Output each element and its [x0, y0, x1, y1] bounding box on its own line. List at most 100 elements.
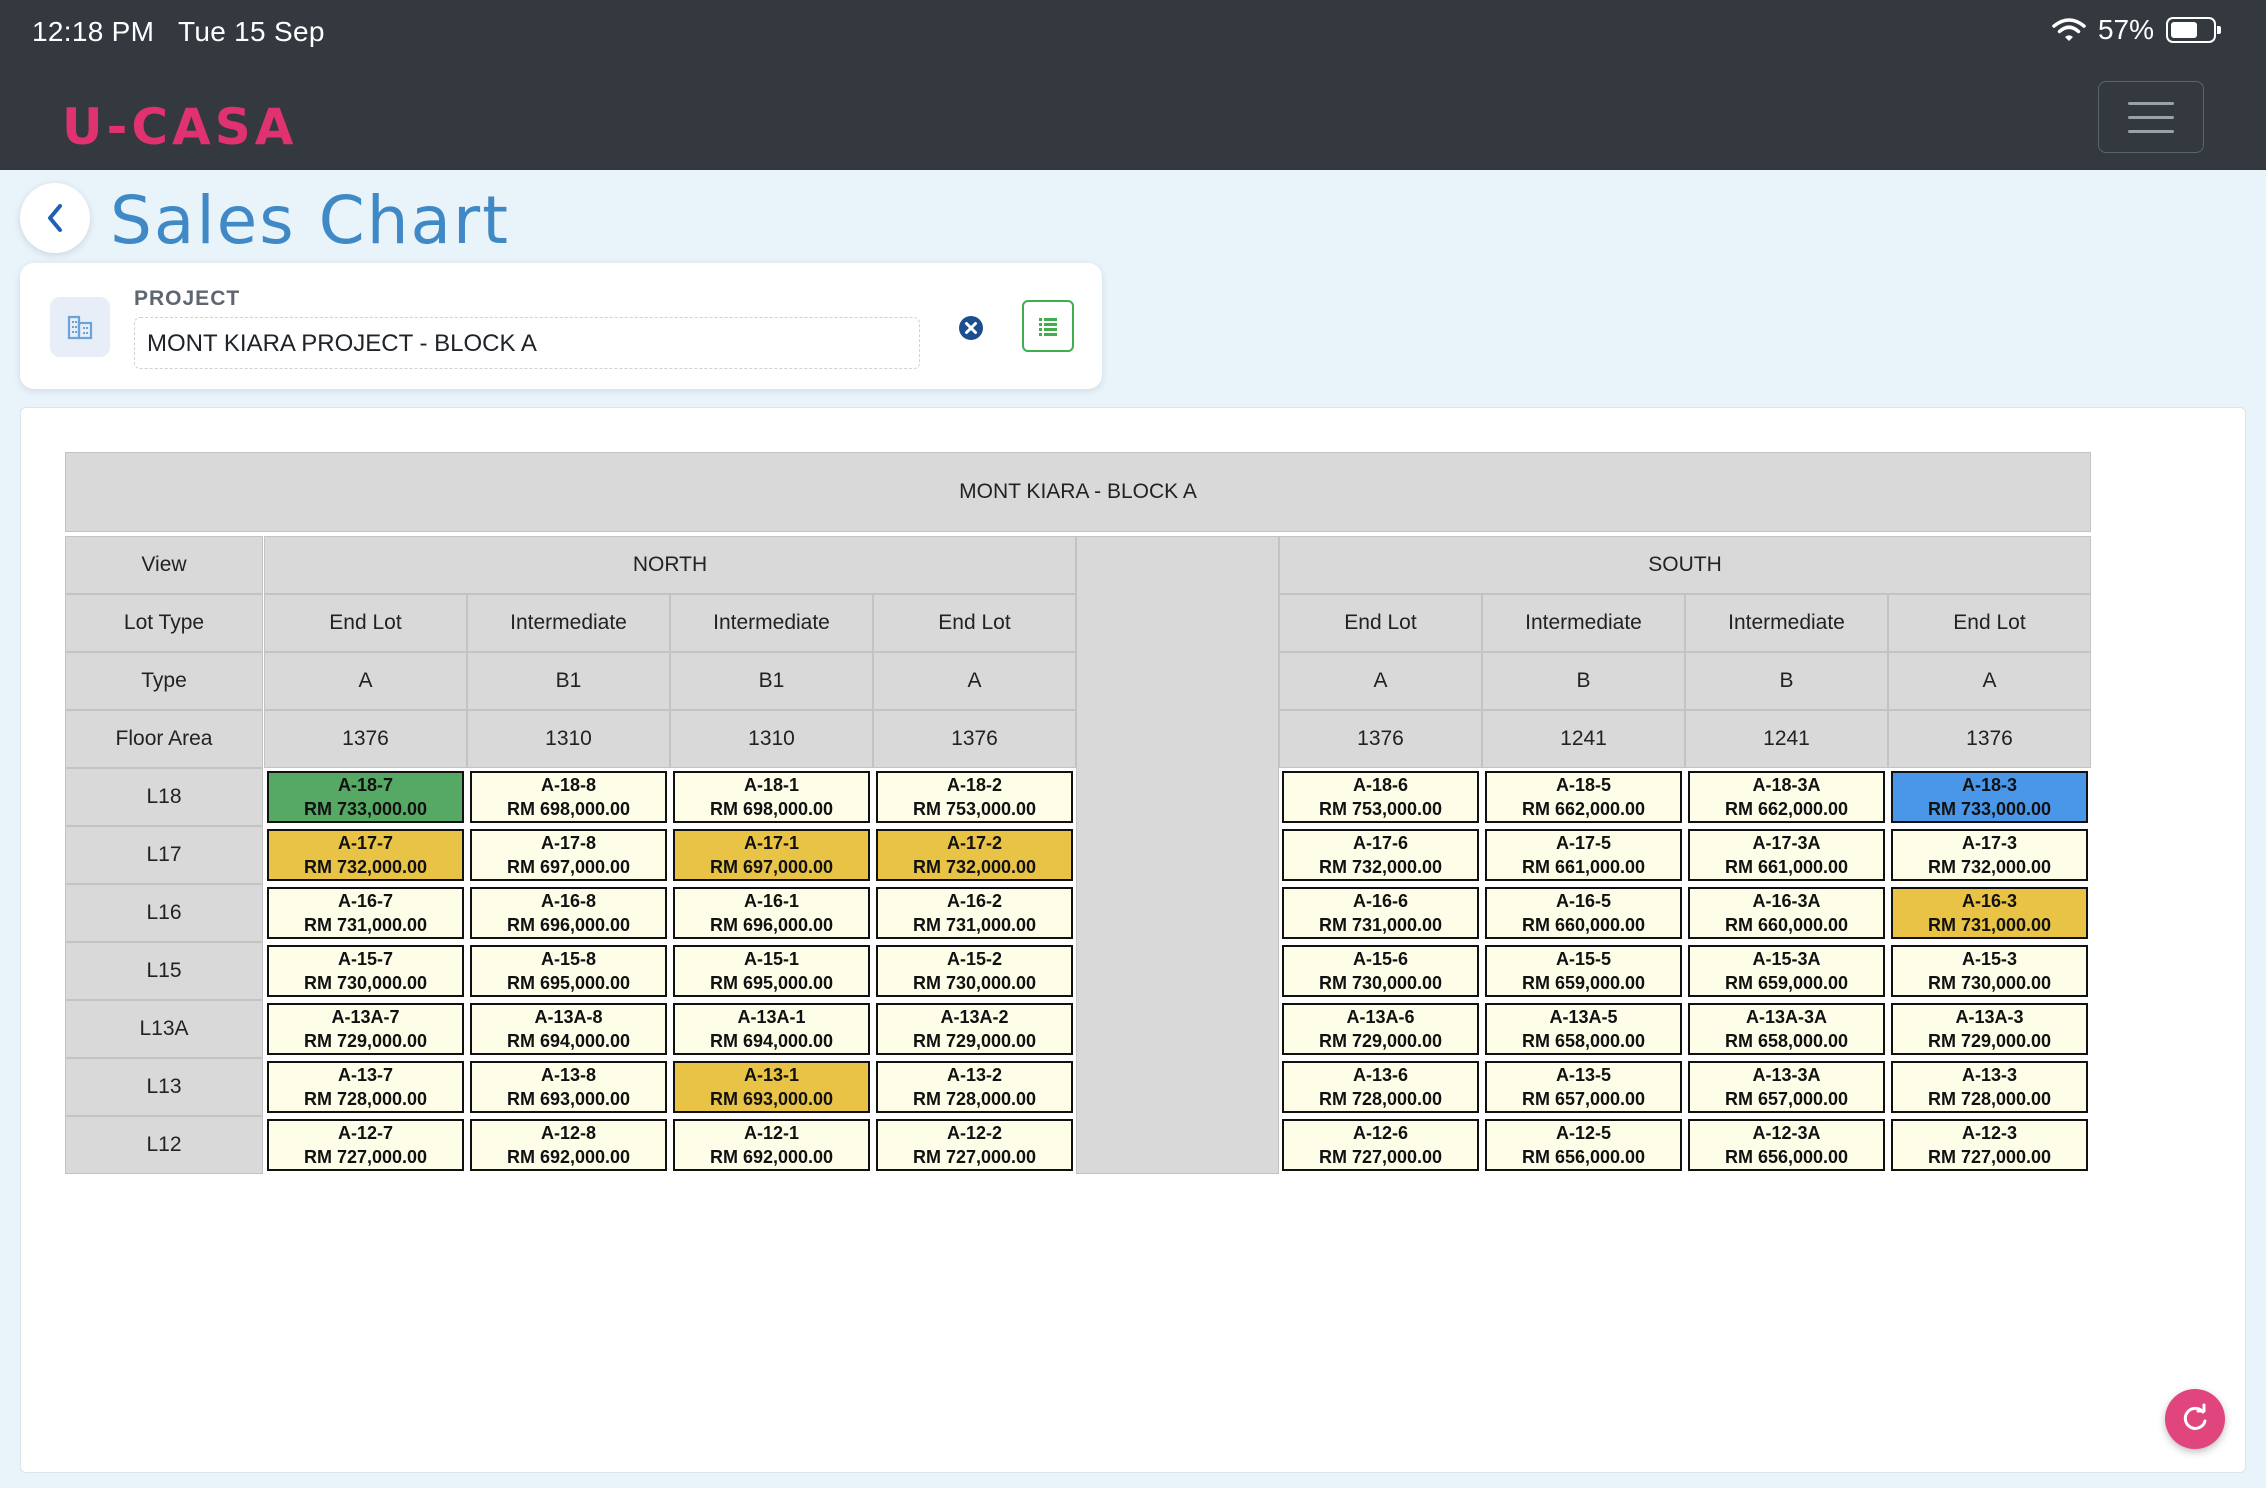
sales-chart-scroll-area[interactable]: MONT KIARA - BLOCK A View Lot Type Type Floo… [65, 452, 2125, 1434]
project-input[interactable]: MONT KIARA PROJECT - BLOCK A [134, 317, 920, 369]
lot-type-cell: End Lot [1279, 594, 1482, 652]
unit-price: RM 694,000.00 [506, 1031, 631, 1051]
unit-price: RM 695,000.00 [506, 973, 631, 993]
unit-cell[interactable]: A-15-5 RM 659,000.00 [1485, 945, 1682, 997]
unit-cell[interactable]: A-16-7 RM 731,000.00 [267, 887, 464, 939]
unit-id: A-13-3 [1961, 1065, 2018, 1085]
unit-id: A-16-1 [743, 891, 800, 911]
unit-cell[interactable]: A-18-3 RM 733,000.00 [1891, 771, 2088, 823]
unit-cell[interactable]: A-15-6 RM 730,000.00 [1282, 945, 1479, 997]
unit-price: RM 698,000.00 [709, 799, 834, 819]
unit-cell[interactable]: A-13-1 RM 693,000.00 [673, 1061, 870, 1113]
refresh-button[interactable] [2165, 1389, 2225, 1449]
lot-type-cell: Intermediate [1685, 594, 1888, 652]
unit-cell[interactable]: A-17-5 RM 661,000.00 [1485, 829, 1682, 881]
unit-cell[interactable]: A-17-3 RM 732,000.00 [1891, 829, 2088, 881]
unit-cell[interactable]: A-18-7 RM 733,000.00 [267, 771, 464, 823]
type-cell: B1 [467, 652, 670, 710]
project-list-button[interactable] [1022, 300, 1074, 352]
unit-cell[interactable]: A-13-7 RM 728,000.00 [267, 1061, 464, 1113]
unit-cell[interactable]: A-17-2 RM 732,000.00 [876, 829, 1073, 881]
unit-cell[interactable]: A-16-1 RM 696,000.00 [673, 887, 870, 939]
unit-id: A-13A-2 [940, 1007, 1009, 1027]
lot-type-cell: Intermediate [670, 594, 873, 652]
unit-id: A-13A-7 [331, 1007, 400, 1027]
unit-cell[interactable]: A-17-3A RM 661,000.00 [1688, 829, 1885, 881]
unit-cell[interactable]: A-16-3 RM 731,000.00 [1891, 887, 2088, 939]
unit-cell[interactable]: A-12-3 RM 727,000.00 [1891, 1119, 2088, 1171]
unit-price: RM 730,000.00 [303, 973, 428, 993]
unit-cell[interactable]: A-13A-7 RM 729,000.00 [267, 1003, 464, 1055]
status-time: 12:18 PM [32, 16, 155, 47]
row-header-floor-area: Floor Area [65, 710, 263, 768]
unit-id: A-13-1 [743, 1065, 800, 1085]
unit-cell[interactable]: A-13A-3A RM 658,000.00 [1688, 1003, 1885, 1055]
unit-cell[interactable]: A-18-3A RM 662,000.00 [1688, 771, 1885, 823]
unit-id: A-12-5 [1555, 1123, 1612, 1143]
unit-cell[interactable]: A-18-2 RM 753,000.00 [876, 771, 1073, 823]
unit-id: A-15-3A [1752, 949, 1821, 969]
clear-project-button[interactable] [956, 313, 986, 343]
unit-cell[interactable]: A-15-8 RM 695,000.00 [470, 945, 667, 997]
unit-price: RM 731,000.00 [1927, 915, 2052, 935]
unit-cell[interactable]: A-13-8 RM 693,000.00 [470, 1061, 667, 1113]
unit-price: RM 733,000.00 [303, 799, 428, 819]
unit-cell[interactable]: A-16-8 RM 696,000.00 [470, 887, 667, 939]
unit-price: RM 729,000.00 [1927, 1031, 2052, 1051]
unit-id: A-17-1 [743, 833, 800, 853]
unit-cell[interactable]: A-17-8 RM 697,000.00 [470, 829, 667, 881]
unit-id: A-18-2 [946, 775, 1003, 795]
floor-area-cell: 1310 [670, 710, 873, 768]
unit-cell[interactable]: A-16-2 RM 731,000.00 [876, 887, 1073, 939]
unit-cell[interactable]: A-13-6 RM 728,000.00 [1282, 1061, 1479, 1113]
unit-id: A-13A-6 [1346, 1007, 1415, 1027]
unit-cell[interactable]: A-12-3A RM 656,000.00 [1688, 1119, 1885, 1171]
status-bar-time: 12:18 PM Tue 15 Sep [32, 16, 325, 48]
unit-cell[interactable]: A-15-1 RM 695,000.00 [673, 945, 870, 997]
unit-cell[interactable]: A-15-7 RM 730,000.00 [267, 945, 464, 997]
unit-cell[interactable]: A-12-8 RM 692,000.00 [470, 1119, 667, 1171]
unit-cell[interactable]: A-13A-1 RM 694,000.00 [673, 1003, 870, 1055]
unit-cell[interactable]: A-13-3A RM 657,000.00 [1688, 1061, 1885, 1113]
unit-cell[interactable]: A-15-3A RM 659,000.00 [1688, 945, 1885, 997]
unit-cell[interactable]: A-13-2 RM 728,000.00 [876, 1061, 1073, 1113]
unit-cell[interactable]: A-12-6 RM 727,000.00 [1282, 1119, 1479, 1171]
unit-cell[interactable]: A-15-3 RM 730,000.00 [1891, 945, 2088, 997]
unit-price: RM 732,000.00 [303, 857, 428, 877]
unit-cell[interactable]: A-18-5 RM 662,000.00 [1485, 771, 1682, 823]
unit-cell[interactable]: A-17-6 RM 732,000.00 [1282, 829, 1479, 881]
unit-cell[interactable]: A-13A-2 RM 729,000.00 [876, 1003, 1073, 1055]
building-icon [50, 297, 110, 357]
back-button[interactable] [20, 183, 90, 253]
unit-cell[interactable]: A-15-2 RM 730,000.00 [876, 945, 1073, 997]
type-cell: A [1888, 652, 2091, 710]
unit-cell[interactable]: A-16-6 RM 731,000.00 [1282, 887, 1479, 939]
unit-id: A-18-7 [337, 775, 394, 795]
floor-area-cell: 1310 [467, 710, 670, 768]
unit-cell[interactable]: A-18-1 RM 698,000.00 [673, 771, 870, 823]
unit-cell[interactable]: A-12-1 RM 692,000.00 [673, 1119, 870, 1171]
brand-logo[interactable]: U-CASA [62, 98, 298, 156]
view-header: SOUTH [1279, 536, 2091, 594]
unit-cell[interactable]: A-13-3 RM 728,000.00 [1891, 1061, 2088, 1113]
unit-cell[interactable]: A-18-6 RM 753,000.00 [1282, 771, 1479, 823]
unit-cell[interactable]: A-17-7 RM 732,000.00 [267, 829, 464, 881]
menu-icon-bar [2128, 101, 2174, 105]
floor-level-label: L13A [65, 1000, 263, 1058]
unit-cell[interactable]: A-13-5 RM 657,000.00 [1485, 1061, 1682, 1113]
unit-cell[interactable]: A-12-5 RM 656,000.00 [1485, 1119, 1682, 1171]
unit-cell[interactable]: A-13A-5 RM 658,000.00 [1485, 1003, 1682, 1055]
unit-cell[interactable]: A-18-8 RM 698,000.00 [470, 771, 667, 823]
unit-cell[interactable]: A-13A-8 RM 694,000.00 [470, 1003, 667, 1055]
unit-cell[interactable]: A-16-3A RM 660,000.00 [1688, 887, 1885, 939]
unit-cell[interactable]: A-16-5 RM 660,000.00 [1485, 887, 1682, 939]
menu-icon-bar [2128, 115, 2174, 119]
unit-cell[interactable]: A-12-7 RM 727,000.00 [267, 1119, 464, 1171]
unit-price: RM 753,000.00 [912, 799, 1037, 819]
unit-price: RM 697,000.00 [506, 857, 631, 877]
unit-cell[interactable]: A-12-2 RM 727,000.00 [876, 1119, 1073, 1171]
hamburger-menu-button[interactable] [2098, 81, 2204, 153]
unit-cell[interactable]: A-13A-3 RM 729,000.00 [1891, 1003, 2088, 1055]
unit-cell[interactable]: A-13A-6 RM 729,000.00 [1282, 1003, 1479, 1055]
unit-cell[interactable]: A-17-1 RM 697,000.00 [673, 829, 870, 881]
